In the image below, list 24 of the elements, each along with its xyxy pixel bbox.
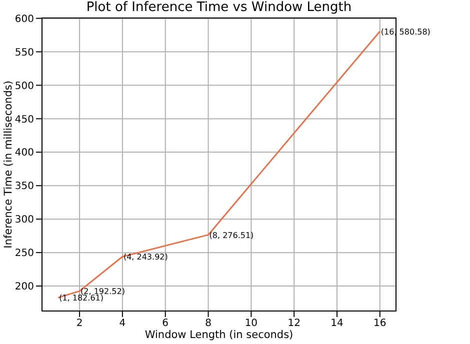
y-axis-title: Inference Time (in milliseconds) bbox=[2, 80, 15, 248]
y-tick-label: 450 bbox=[14, 114, 34, 126]
y-tick-label: 550 bbox=[14, 47, 34, 58]
x-tick-label: 14 bbox=[330, 318, 344, 330]
x-axis-title: Window Length (in seconds) bbox=[144, 329, 294, 341]
data-label: (8, 276.51) bbox=[209, 230, 254, 240]
x-tick-label: 2 bbox=[76, 318, 83, 330]
data-label: (4, 243.92) bbox=[123, 252, 168, 262]
data-label: (1, 182.61) bbox=[59, 294, 104, 303]
data-label: (16, 580.58) bbox=[380, 27, 430, 36]
y-tick-label: 600 bbox=[14, 14, 34, 25]
x-tick-label: 4 bbox=[119, 318, 126, 330]
y-tick-label: 250 bbox=[14, 248, 34, 260]
y-tick-label: 350 bbox=[14, 181, 34, 192]
x-tick-label: 8 bbox=[205, 318, 212, 330]
y-tick-label: 400 bbox=[14, 148, 34, 159]
y-tick-label: 500 bbox=[14, 80, 34, 92]
y-tick-label: 300 bbox=[14, 214, 34, 226]
chart-title: Plot of Inference Time vs Window Length bbox=[85, 0, 353, 15]
x-tick-label: 16 bbox=[374, 318, 386, 330]
x-tick-label: 10 bbox=[244, 318, 258, 330]
x-tick-label: 12 bbox=[288, 318, 300, 330]
x-tick-label: 6 bbox=[162, 318, 169, 330]
y-tick-label: 200 bbox=[14, 282, 34, 293]
